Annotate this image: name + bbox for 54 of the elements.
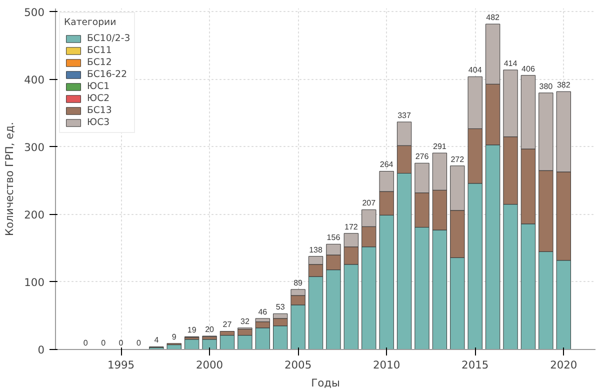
y-tick-label: 500 [24, 6, 45, 19]
total-label: 207 [362, 198, 376, 208]
total-label: 380 [539, 82, 554, 91]
y-tick-label: 400 [24, 73, 45, 86]
total-label: 272 [450, 154, 465, 164]
total-label: 9 [172, 332, 177, 342]
total-label: 46 [258, 307, 268, 316]
total-label: 172 [344, 222, 358, 232]
total-label: 32 [240, 316, 250, 326]
legend-label: БС16-22 [87, 69, 128, 80]
total-label: 4 [154, 336, 160, 345]
y-tick-label: 0 [38, 344, 45, 356]
total-label: 337 [398, 110, 412, 120]
total-label: 0 [83, 338, 88, 348]
total-label: 404 [468, 66, 482, 75]
y-axis-title: Количество ГРП, ед. [3, 122, 16, 236]
y-tick-label: 100 [24, 276, 45, 289]
x-tick-label: 1995 [107, 358, 135, 372]
y-tick-label: 300 [24, 140, 45, 154]
legend-label: ЮС2 [87, 93, 110, 104]
total-label: 406 [522, 64, 536, 74]
x-axis-title: Годы [311, 376, 340, 390]
total-label: 89 [294, 278, 304, 288]
bar [220, 335, 235, 350]
total-label: 156 [326, 233, 341, 242]
legend-label: ЮС1 [87, 81, 110, 92]
x-tick-label: 2015 [462, 358, 489, 372]
x-tick-label: 2010 [373, 358, 400, 372]
legend-label: БС11 [87, 45, 112, 56]
total-label: 53 [276, 302, 286, 312]
total-label: 482 [486, 12, 500, 22]
total-label: 0 [136, 338, 142, 348]
total-label: 27 [222, 320, 232, 330]
total-label: 0 [101, 338, 106, 348]
legend-label: ЮС3 [87, 117, 110, 128]
legend-label: БС10/2-3 [87, 33, 130, 44]
total-label: 291 [433, 142, 447, 151]
bar [184, 339, 200, 350]
x-tick-label: 2000 [196, 358, 224, 372]
bar [202, 339, 217, 350]
legend-title: Категории [64, 17, 118, 28]
total-label: 382 [556, 80, 571, 90]
total-label: 414 [504, 58, 518, 68]
total-label: 264 [380, 160, 394, 170]
total-label: 276 [415, 152, 430, 162]
y-tick-label: 200 [24, 208, 45, 222]
total-label: 19 [187, 326, 197, 335]
total-label: 0 [118, 338, 124, 348]
total-label: 20 [205, 324, 215, 334]
x-tick-label: 2005 [284, 358, 312, 372]
x-tick-label: 2020 [550, 358, 578, 372]
total-label: 138 [309, 245, 323, 254]
legend-label: БС12 [87, 57, 112, 68]
legend-label: БС13 [87, 105, 112, 116]
